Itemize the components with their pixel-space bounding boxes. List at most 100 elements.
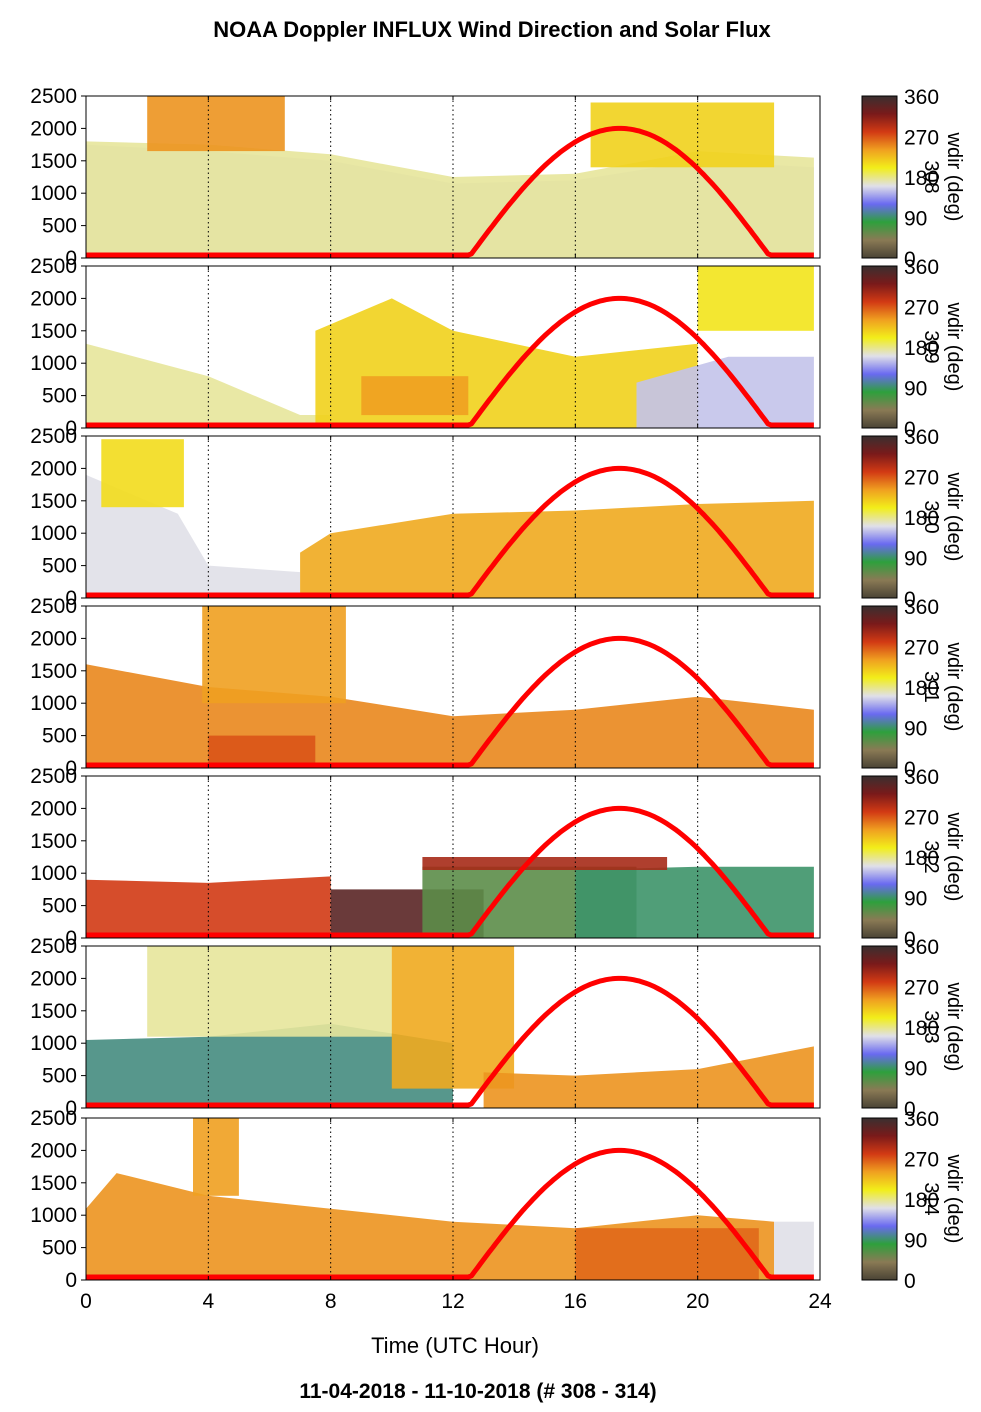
- y-tick-label: 0: [65, 247, 77, 270]
- colorbar-tick-label: 180: [904, 507, 939, 530]
- solar-flux-curve: [86, 1147, 814, 1280]
- date-range-footer: 11-04-2018 - 11-10-2018 (# 308 - 314): [299, 1380, 656, 1403]
- y-tick-label: 500: [42, 215, 77, 238]
- colorbar: [861, 775, 898, 939]
- colorbar-label: wdir (deg): [943, 132, 965, 222]
- colorbar-tick-label: 270: [904, 1149, 939, 1172]
- y-tick-label: 1500: [30, 1172, 77, 1195]
- x-tick-label: 24: [808, 1290, 832, 1313]
- y-tick-label: 0: [65, 757, 77, 780]
- y-tick-label: 1500: [30, 830, 77, 853]
- data-region-4-4: [422, 857, 668, 870]
- y-tick-label: 2000: [30, 457, 77, 480]
- data-region-3-1: [202, 606, 346, 704]
- data-region-5-3: [483, 1046, 814, 1108]
- data-region-2-2: [300, 500, 814, 598]
- colorbar-tick-label: 360: [904, 596, 939, 619]
- colorbar-tick-label: 270: [904, 297, 939, 320]
- colorbar-tick-label: 90: [904, 1230, 927, 1253]
- colorbar-tick-label: 180: [904, 1189, 939, 1212]
- y-tick-label: 2500: [30, 255, 77, 278]
- colorbar: [861, 265, 898, 429]
- panel-day-308: 0 500 1000 1500 2000 2500 0 90 180 270 360 wdir (de…: [30, 85, 965, 271]
- y-tick-label: 1500: [30, 1000, 77, 1023]
- solar-flux-curve: [86, 295, 814, 428]
- y-tick-label: 500: [42, 1237, 77, 1260]
- x-tick-label: 4: [202, 1290, 214, 1313]
- solar-flux-curve: [86, 635, 814, 768]
- y-tick-label: 1000: [30, 692, 77, 715]
- y-tick-label: 1000: [30, 522, 77, 545]
- y-tick-label: 2500: [30, 425, 77, 448]
- y-tick-label: 2500: [30, 85, 77, 108]
- colorbar-tick-label: 270: [904, 467, 939, 490]
- solar-flux-curve: [86, 125, 814, 258]
- data-region-0-2: [147, 96, 285, 152]
- day-label: 310: [920, 500, 942, 533]
- x-tick-label: 16: [564, 1290, 587, 1313]
- colorbar-tick-label: 0: [904, 928, 916, 951]
- solar-flux-curve: [86, 975, 814, 1108]
- day-label: 311: [920, 671, 942, 703]
- y-tick-label: 2000: [30, 797, 77, 820]
- y-tick-label: 500: [42, 555, 77, 578]
- colorbar-tick-label: 90: [904, 378, 927, 401]
- colorbar: [861, 1117, 898, 1281]
- colorbar-tick-label: 90: [904, 1058, 927, 1081]
- colorbar-tick-label: 0: [904, 588, 916, 611]
- y-tick-label: 2500: [30, 765, 77, 788]
- panel-day-310: 0 500 1000 1500 2000 2500 0 90 180 270 360 wdir (de…: [30, 425, 965, 611]
- colorbar: [861, 605, 898, 769]
- y-tick-label: 2000: [30, 287, 77, 310]
- y-tick-label: 1000: [30, 1204, 77, 1227]
- solar-flux-curve: [86, 465, 814, 598]
- panel-day-313: 0 500 1000 1500 2000 2500 0 90 180 270 360 wdir (de…: [30, 935, 965, 1121]
- data-region-6-3: [774, 1221, 814, 1280]
- data-region-1-0: [86, 343, 331, 428]
- colorbar: [861, 945, 898, 1109]
- y-tick-label: 500: [42, 385, 77, 408]
- data-region-6-1: [193, 1118, 239, 1196]
- data-region-6-2: [575, 1228, 759, 1280]
- y-tick-label: 2000: [30, 1139, 77, 1162]
- panel-day-311: 0 500 1000 1500 2000 2500 0 90 180 270 360 wdir (de…: [30, 595, 965, 781]
- colorbar-tick-label: 0: [904, 1098, 916, 1121]
- data-region-1-4: [697, 266, 814, 331]
- x-tick-label: 0: [80, 1290, 92, 1313]
- chart-title: NOAA Doppler INFLUX Wind Direction and S…: [213, 17, 771, 42]
- colorbar-tick-label: 90: [904, 208, 927, 231]
- y-tick-label: 2000: [30, 117, 77, 140]
- colorbar-tick-label: 90: [904, 548, 927, 571]
- colorbar-tick-label: 0: [904, 758, 916, 781]
- y-tick-label: 1000: [30, 352, 77, 375]
- colorbar-tick-label: 180: [904, 847, 939, 870]
- day-label: 312: [920, 840, 942, 873]
- y-tick-label: 1000: [30, 182, 77, 205]
- colorbar-tick-label: 270: [904, 977, 939, 1000]
- day-label: 308: [920, 160, 942, 193]
- colorbar-tick-label: 180: [904, 337, 939, 360]
- y-tick-label: 0: [65, 417, 77, 440]
- colorbar-tick-label: 0: [904, 1270, 916, 1293]
- y-tick-label: 500: [42, 895, 77, 918]
- y-tick-label: 0: [65, 587, 77, 610]
- panel-day-312: 0 500 1000 1500 2000 2500 0 90 180 270 360 wdir (de…: [30, 765, 965, 951]
- day-label: 314: [920, 1182, 942, 1215]
- colorbar-tick-label: 180: [904, 1017, 939, 1040]
- colorbar-label: wdir (deg): [943, 982, 965, 1072]
- colorbar-tick-label: 0: [904, 418, 916, 441]
- y-tick-label: 0: [65, 1097, 77, 1120]
- data-region-1-2: [361, 376, 469, 416]
- colorbar-tick-label: 360: [904, 936, 939, 959]
- colorbar-tick-label: 90: [904, 888, 927, 911]
- y-tick-label: 1500: [30, 320, 77, 343]
- data-region-5-2: [391, 946, 515, 1089]
- colorbar: [861, 95, 898, 259]
- data-region-1-3: [636, 356, 814, 428]
- colorbar-tick-label: 360: [904, 766, 939, 789]
- y-tick-label: 1500: [30, 150, 77, 173]
- y-tick-label: 500: [42, 725, 77, 748]
- data-region-0-1: [86, 141, 814, 258]
